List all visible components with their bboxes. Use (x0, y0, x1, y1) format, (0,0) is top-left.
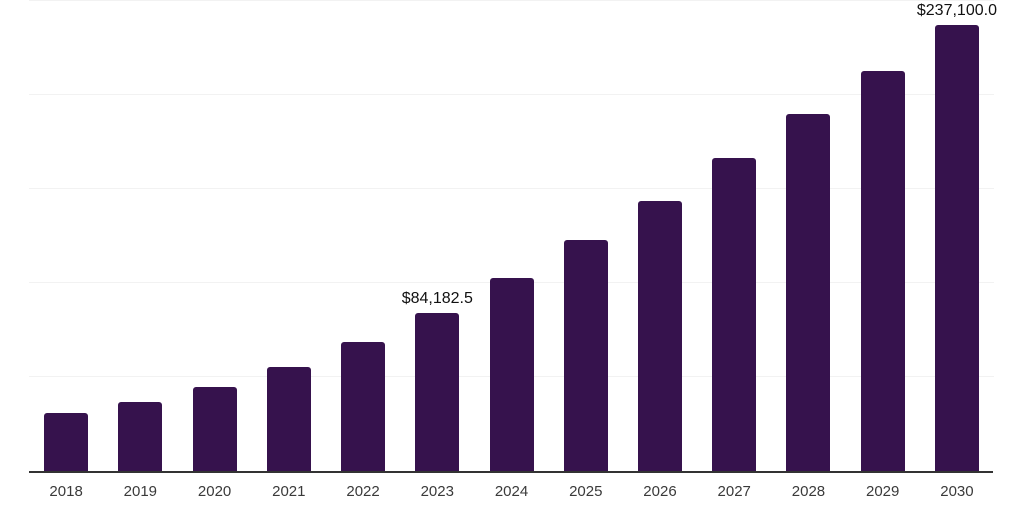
bar-slot (623, 1, 697, 471)
bar-slot (846, 1, 920, 471)
bar-slot (549, 1, 623, 471)
bar-2024[interactable] (489, 278, 534, 471)
gridline (29, 0, 994, 1)
x-tick-label: 2024 (494, 483, 529, 500)
bar-2018[interactable] (44, 412, 89, 471)
bar-slot: $237,100.0 (916, 1, 997, 471)
x-tick-label: 2018 (49, 483, 83, 500)
bar-slot (326, 1, 400, 471)
bar-slot (474, 1, 548, 471)
x-tick-label: 2029 (866, 483, 900, 500)
bar-2025[interactable] (563, 240, 608, 471)
bar-slot (771, 1, 845, 471)
bar-2022[interactable] (341, 342, 386, 471)
bar-2019[interactable] (118, 401, 163, 471)
x-tick-label: 2022 (346, 483, 380, 500)
x-tick-label: 2028 (791, 483, 826, 500)
bar-2027[interactable] (712, 157, 757, 471)
bar-value-label: $84,182.5 (401, 289, 473, 307)
x-axis-line (29, 471, 993, 473)
bar-2021[interactable] (266, 366, 311, 471)
bar-2026[interactable] (637, 200, 682, 471)
x-tick-label: 2019 (123, 483, 158, 500)
bar-slot (697, 1, 771, 471)
bar-2023[interactable] (415, 312, 460, 471)
bar-slot (29, 1, 103, 471)
gridline (29, 94, 994, 95)
bar-slot (252, 1, 326, 471)
bar-2020[interactable] (192, 386, 237, 471)
x-tick-label: 2026 (643, 483, 677, 500)
bar-value-label: $237,100.0 (916, 2, 997, 20)
x-tick-label: 2021 (272, 483, 306, 500)
bar-slot: $84,182.5 (400, 1, 474, 471)
bar-2028[interactable] (786, 114, 831, 471)
x-tick-label: 2030 (940, 483, 974, 500)
x-tick-label: 2025 (569, 483, 603, 500)
bar-slot (103, 1, 177, 471)
bar-slot (177, 1, 251, 471)
x-axis-tick-labels: 2018 2019 2020 2021 2022 2023 2024 2025 2026 2027… (29, 473, 994, 500)
x-tick-label: 2023 (420, 483, 454, 500)
gridline (29, 188, 994, 189)
plot-area: $84,182.5 $237,100.0 (29, 0, 997, 471)
bar-2029[interactable] (860, 70, 905, 471)
x-tick-label: 2027 (717, 483, 751, 500)
x-tick-label: 2020 (197, 483, 232, 500)
bar-2030[interactable] (934, 25, 979, 471)
bars-layer: $84,182.5 $237,100.0 (29, 1, 997, 471)
